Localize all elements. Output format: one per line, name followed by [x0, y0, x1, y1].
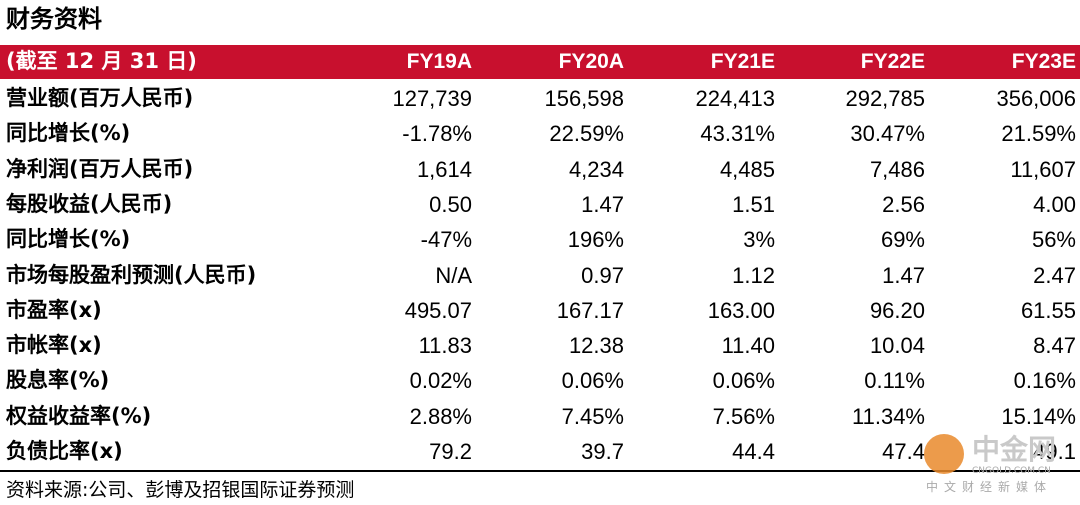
cell: 39.7: [581, 439, 624, 464]
cell: 21.59%: [1001, 121, 1076, 147]
cell: 12.38: [568, 333, 624, 359]
cell: 292,785: [845, 86, 925, 111]
row-label: 同比增长(%): [6, 227, 131, 252]
cell: 0.50: [429, 191, 472, 217]
cell: 0.11%: [864, 368, 925, 394]
cell: 495.07: [404, 297, 472, 323]
header-cell: FY23E: [1011, 50, 1076, 73]
cell: 2.56: [882, 191, 925, 217]
header-cell: FY22E: [860, 50, 925, 73]
cell: 0.06%: [712, 368, 775, 394]
cell: 4.00: [1033, 191, 1076, 217]
cell: 167.17: [556, 297, 624, 323]
title: 财务资料: [6, 5, 102, 33]
cell: 11.34%: [852, 403, 925, 429]
cell: -1.78%: [402, 121, 472, 147]
cell: 49.1: [1033, 439, 1076, 464]
cell: 2.47: [1033, 262, 1076, 288]
cell: 0.06%: [561, 368, 624, 394]
cell: 2.88%: [409, 403, 472, 429]
cell: 156,598: [544, 86, 624, 111]
row-label: 市盈率(x): [6, 297, 102, 322]
cell: 56%: [1031, 227, 1076, 253]
cell: 61.55: [1020, 297, 1076, 323]
watermark-logo: [924, 434, 964, 474]
cell: 44.4: [732, 439, 775, 464]
cell: 96.20: [869, 297, 925, 323]
cell: 10.04: [869, 333, 925, 359]
row-label: 净利润(百万人民币): [6, 156, 194, 181]
cell: 356,006: [996, 86, 1076, 111]
cell: 69%: [880, 227, 925, 253]
cell: 3%: [743, 227, 775, 253]
cell: 7.45%: [561, 403, 624, 429]
cell: 127,739: [392, 86, 472, 111]
cell: N/A: [435, 262, 472, 288]
watermark-slogan: 中文财经新媒体: [926, 480, 1053, 494]
cell: 22.59%: [549, 121, 624, 147]
watermark-brand: 中金网: [972, 433, 1057, 466]
cell: 163.00: [707, 297, 775, 323]
cell: 4,234: [568, 156, 624, 182]
cell: 47.4: [882, 439, 925, 464]
cell: 30.47%: [850, 121, 925, 147]
cell: 7.56%: [712, 403, 775, 429]
bottom-rule: [0, 470, 1080, 472]
row-label: 营业额(百万人民币): [6, 86, 194, 110]
cell: 7,486: [869, 156, 925, 182]
cell: -47%: [420, 227, 472, 253]
cell: 1,614: [416, 156, 472, 182]
cell: 1.51: [732, 191, 775, 217]
row-label: 负债比率(x): [6, 439, 123, 463]
row-label: 同比增长(%): [6, 121, 131, 146]
source: 资料来源:公司、彭博及招银国际证券预测: [6, 479, 355, 501]
watermark-domain: CNGOLD.COM.CN: [972, 466, 1051, 476]
cell: 196%: [567, 227, 624, 253]
row-label: 市场每股盈利预测(人民币): [6, 262, 257, 287]
cell: 0.02%: [409, 368, 472, 394]
header-band: [0, 45, 1080, 79]
row-label: 市帐率(x): [6, 333, 102, 358]
cell: 1.47: [882, 262, 925, 288]
cell: 0.16%: [1013, 368, 1076, 394]
header-cell: FY19A: [406, 50, 472, 73]
cell: 8.47: [1033, 333, 1076, 359]
cell: 11.83: [418, 333, 472, 359]
row-label: 股息率(%): [6, 368, 110, 393]
cell: 11.40: [721, 333, 775, 359]
cell: 1.12: [732, 262, 775, 288]
cell: 79.2: [429, 439, 472, 464]
cell: 224,413: [695, 86, 775, 111]
cell: 1.47: [581, 191, 624, 217]
header-cell: FY20A: [558, 50, 624, 73]
header-cell: FY21E: [710, 50, 775, 73]
cell: 0.97: [581, 262, 624, 288]
row-label: 权益收益率(%): [6, 403, 152, 428]
cell: 43.31%: [700, 121, 775, 147]
cell: 4,485: [719, 156, 775, 182]
header-cell: (截至 12 月 31 日): [6, 49, 197, 73]
cell: 11,607: [1010, 156, 1076, 182]
cell: 15.14%: [1001, 403, 1076, 429]
row-label: 每股收益(人民币): [6, 191, 173, 216]
